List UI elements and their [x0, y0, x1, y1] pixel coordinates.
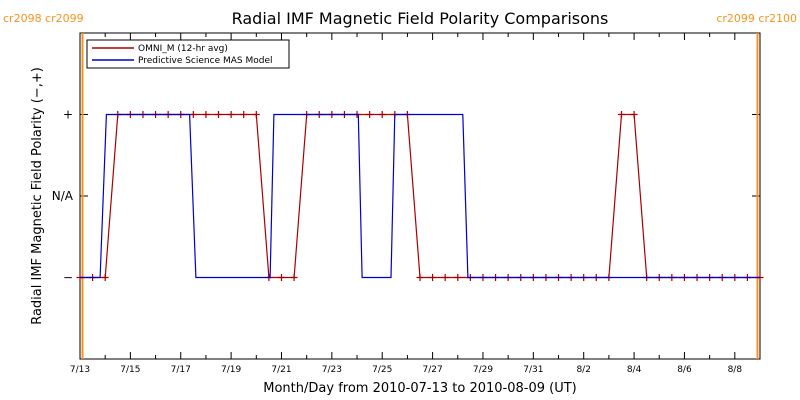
data-point [240, 111, 248, 118]
data-point [227, 111, 235, 118]
data-point [429, 274, 437, 281]
y-tick-label: − [63, 271, 73, 285]
data-point [189, 111, 197, 118]
data-point [454, 274, 462, 281]
x-tick-label: 8/8 [728, 365, 743, 375]
y-tick-label: + [63, 108, 73, 122]
data-point [416, 274, 424, 281]
data-point [441, 274, 449, 281]
x-tick-label: 7/17 [171, 365, 191, 375]
chart-title: Radial IMF Magnetic Field Polarity Compa… [232, 9, 609, 28]
data-point [277, 274, 285, 281]
chart-series [76, 111, 764, 281]
data-point [101, 274, 109, 281]
data-point [202, 111, 210, 118]
legend-label: Predictive Science MAS Model [138, 56, 273, 66]
legend-box [86, 39, 290, 69]
y-axis-label: Radial IMF Magnetic Field Polarity (−,+) [30, 67, 45, 325]
chart-legend: OMNI_M (12-hr avg) Predictive Science MAS… [86, 39, 290, 69]
x-tick-label: 8/2 [576, 365, 590, 375]
legend-label: OMNI_M (12-hr avg) [138, 44, 228, 54]
x-tick-label: 7/29 [473, 365, 493, 375]
data-point [215, 111, 223, 118]
x-tick-label: 7/23 [322, 365, 342, 375]
x-tick-label: 8/6 [677, 365, 692, 375]
carrington-marker-label: cr2098 cr2099 [3, 12, 84, 25]
data-point [290, 274, 298, 281]
x-tick-label: 7/15 [120, 365, 140, 375]
x-tick-label: 7/21 [271, 365, 291, 375]
series-line-mas-model [80, 113, 760, 279]
data-point [617, 111, 625, 118]
data-point [630, 111, 638, 118]
plot-frame [79, 32, 761, 360]
x-tick-label: 8/4 [627, 365, 642, 375]
x-axis-ticks: 7/13 7/15 7/17 7/19 7/21 7/23 7/25 7/27 7/29 7/31… [70, 33, 761, 375]
data-point [366, 111, 374, 118]
x-axis-label: Month/Day from 2010-07-13 to 2010-08-09 … [263, 381, 576, 396]
x-tick-label: 7/13 [70, 365, 90, 375]
x-tick-label: 7/31 [523, 365, 543, 375]
carrington-marker-label: cr2099 cr2100 [716, 12, 797, 25]
x-tick-label: 7/25 [372, 365, 392, 375]
y-tick-label: N/A [52, 189, 74, 203]
x-tick-label: 7/27 [422, 365, 442, 375]
data-point [252, 111, 260, 118]
x-tick-label: 7/19 [221, 365, 241, 375]
data-point [378, 111, 386, 118]
carrington-markers: cr2098 cr2099 cr2099 cr2100 [3, 12, 797, 359]
y-axis-ticks: + N/A − [52, 108, 760, 285]
series-line-omni [80, 113, 760, 279]
